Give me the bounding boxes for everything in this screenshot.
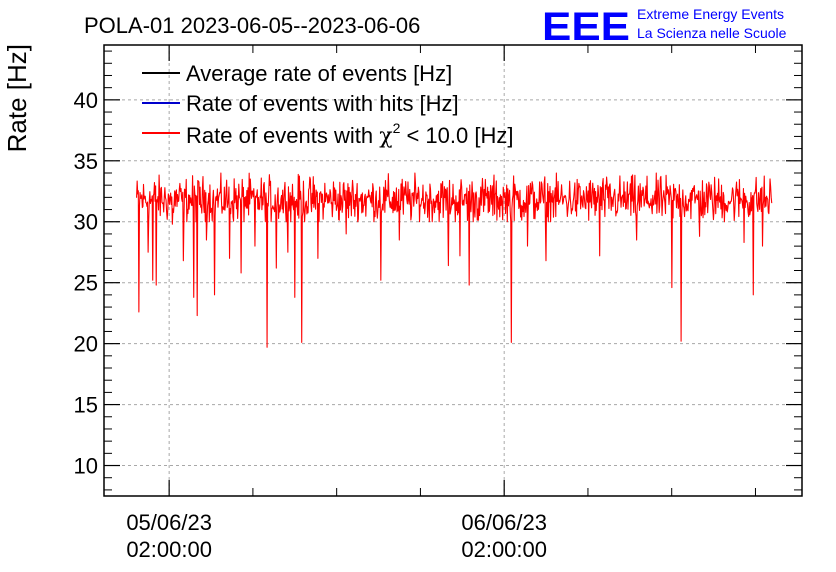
- logo-letters: EEE: [542, 5, 630, 49]
- legend-chi2-suffix: < 10.0 [Hz]: [400, 123, 513, 148]
- x-tick-time: 02:00:00: [126, 537, 212, 562]
- axis-ticks: [104, 45, 802, 496]
- x-tick-time: 02:00:00: [461, 537, 547, 562]
- legend-label-average: Average rate of events [Hz]: [186, 61, 452, 86]
- y-tick-label: 40: [74, 88, 98, 113]
- y-tick-label: 10: [74, 454, 98, 479]
- y-tick-label: 30: [74, 210, 98, 235]
- series-line-chi2: [136, 172, 773, 348]
- legend-label-hits: Rate of events with hits [Hz]: [186, 91, 459, 116]
- y-tick-label: 15: [74, 393, 98, 418]
- chart-title: POLA-01 2023-06-05--2023-06-06: [84, 13, 420, 38]
- grid-lines: [104, 45, 802, 496]
- legend: Average rate of events [Hz] Rate of even…: [142, 61, 513, 149]
- x-tick-date: 06/06/23: [461, 510, 547, 535]
- legend-label-chi2: Rate of events with χ2 < 10.0 [Hz]: [186, 120, 513, 149]
- logo-line-2: La Scienza nelle Scuole: [637, 25, 787, 41]
- y-tick-label: 20: [74, 332, 98, 357]
- y-tick-label: 25: [74, 271, 98, 296]
- data-series: [136, 172, 773, 348]
- logo-line-1: Extreme Energy Events: [637, 6, 784, 22]
- y-axis-label: Rate [Hz]: [2, 44, 32, 152]
- legend-chi2-prefix: Rate of events with: [186, 123, 379, 148]
- legend-chi2-symbol: χ: [379, 124, 392, 149]
- legend-chi2-sup: 2: [393, 120, 401, 136]
- y-tick-labels: 10 15 20 25 30 35 40: [74, 88, 98, 479]
- y-tick-label: 35: [74, 149, 98, 174]
- x-tick-date: 05/06/23: [126, 510, 212, 535]
